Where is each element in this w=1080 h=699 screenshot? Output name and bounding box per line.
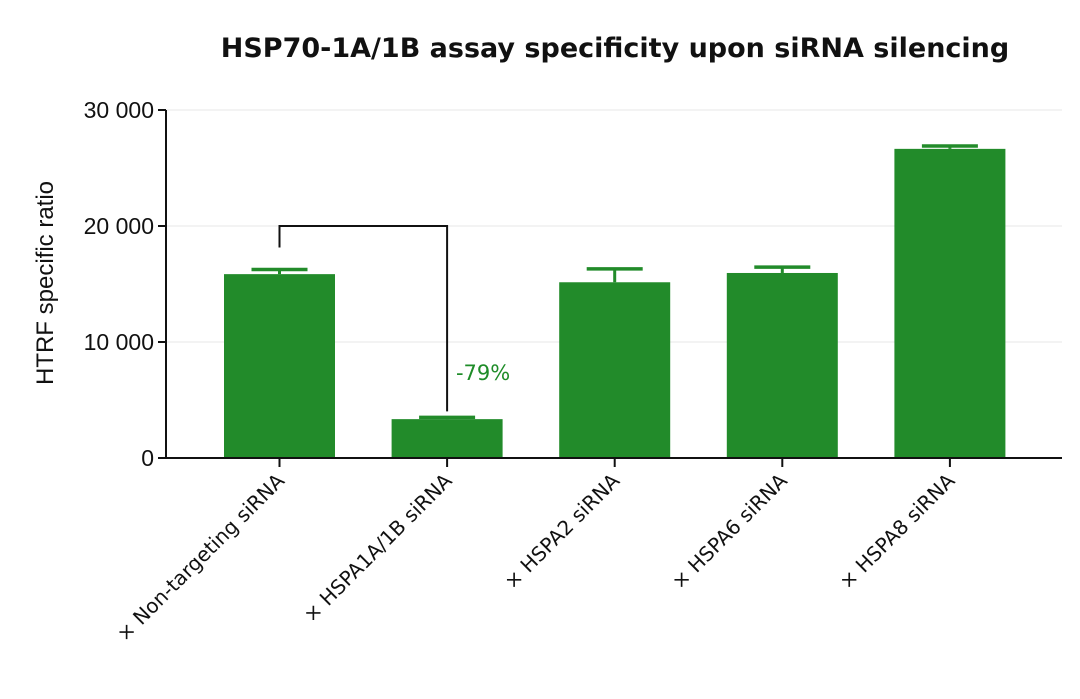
x-tick-label: × HSPA2 siRNA [499,468,624,593]
y-tick-label: 30 000 [84,97,154,123]
x-tick-label: × Non-targeting siRNA [112,468,290,646]
x-axis-labels: × Non-targeting siRNA × HSPA1A/1B siRNA × … [112,468,960,646]
percent-change-annotation: -79% [456,361,510,385]
y-tick-label: 0 [141,445,154,471]
bar [391,419,503,458]
y-tick-label: 20 000 [84,213,154,239]
axes [158,110,1062,467]
bar [224,274,335,458]
bar [726,272,838,458]
annotations: -79% [278,225,510,412]
x-tick-label: × HSPA6 siRNA [667,468,792,593]
significance-bracket [278,225,449,412]
bars [224,144,1006,459]
y-tick-label: 10 000 [84,329,154,355]
x-tick-label: × HSPA1A/1B siRNA [298,468,456,626]
chart-title: HSP70-1A/1B assay specificity upon siRNA… [221,33,1009,64]
bar [559,282,671,458]
y-axis-ticks: 0 10 000 20 000 30 000 [84,97,166,471]
x-tick-label: × HSPA8 siRNA [834,468,959,593]
bar [894,148,1006,459]
y-axis-label: HTRF specific ratio [32,181,59,385]
